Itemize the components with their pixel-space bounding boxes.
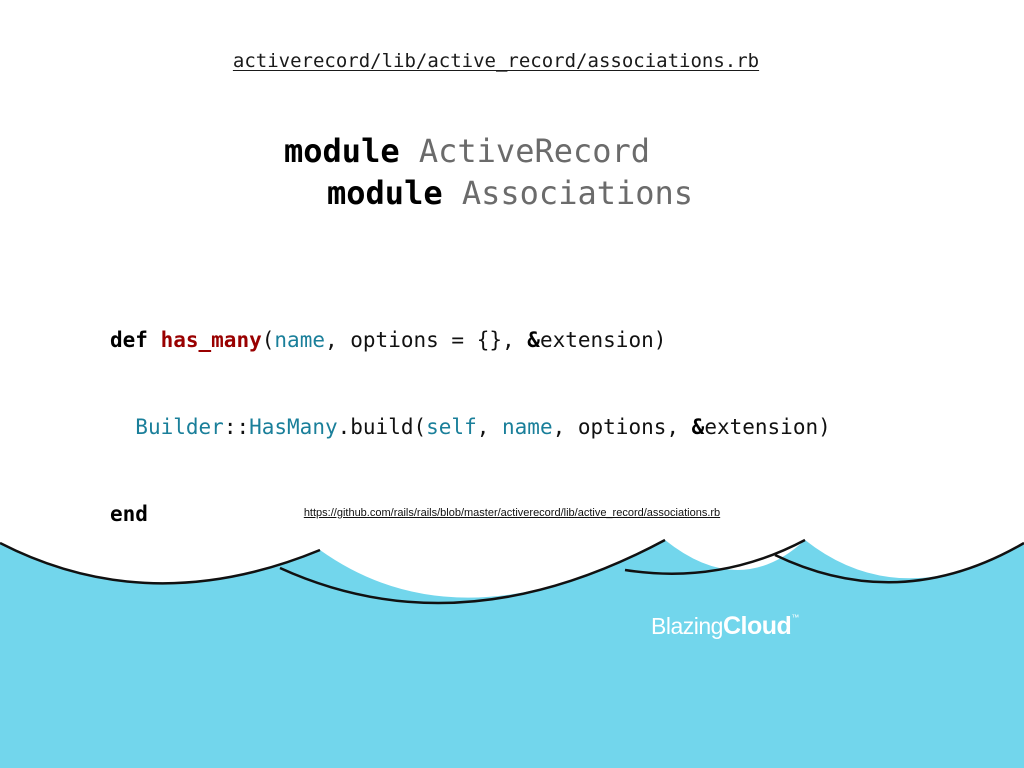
file-path-heading: activerecord/lib/active_record/associati…: [232, 50, 760, 72]
module-keyword: module: [327, 174, 443, 212]
module-keyword: module: [284, 132, 400, 170]
self-keyword: self: [426, 415, 477, 439]
def-keyword: def: [110, 328, 148, 352]
module-name: Associations: [461, 174, 694, 212]
logo-trademark: ™: [791, 612, 800, 622]
code-block: def has_many(name, options = {}, &extens…: [110, 268, 831, 587]
sea-fill: [0, 540, 1024, 768]
args-rest: , options = {},: [324, 328, 528, 352]
module-line-activerecord: module ActiveRecord: [284, 131, 650, 171]
cloud-outline-right: [774, 541, 1024, 584]
source-link[interactable]: https://github.com/rails/rails/blob/mast…: [303, 507, 721, 519]
build-call: .build(: [337, 415, 427, 439]
comma: ,: [476, 415, 503, 439]
module-line-associations: module Associations: [327, 173, 693, 213]
extension-arg: extension): [704, 415, 831, 439]
cloud-outline-small: [624, 538, 806, 575]
scope-sep: ::: [223, 415, 250, 439]
args-rest: , options,: [552, 415, 692, 439]
hasmany-const: HasMany: [249, 415, 338, 439]
builder-const: Builder: [135, 415, 224, 439]
arg-name: name: [274, 328, 325, 352]
code-line-def: def has_many(name, options = {}, &extens…: [110, 326, 831, 355]
ampersand: &: [527, 328, 540, 352]
code-line-build: Builder::HasMany.build(self, name, optio…: [110, 413, 831, 442]
name-arg: name: [502, 415, 553, 439]
code-line-end: end: [110, 500, 831, 529]
paren-open: (: [261, 328, 275, 352]
ampersand: &: [691, 415, 705, 439]
cloud-outline-middle: [279, 538, 666, 605]
logo-cloud: Cloud: [722, 612, 792, 640]
method-name: has_many: [160, 328, 262, 352]
module-name: ActiveRecord: [418, 132, 651, 170]
end-keyword: end: [110, 502, 148, 526]
cloud-outline-left: [0, 541, 321, 585]
logo-blazing: Blazing: [651, 613, 723, 639]
blazing-cloud-logo: BlazingCloud™: [651, 612, 799, 641]
extension-arg: extension): [539, 328, 667, 352]
